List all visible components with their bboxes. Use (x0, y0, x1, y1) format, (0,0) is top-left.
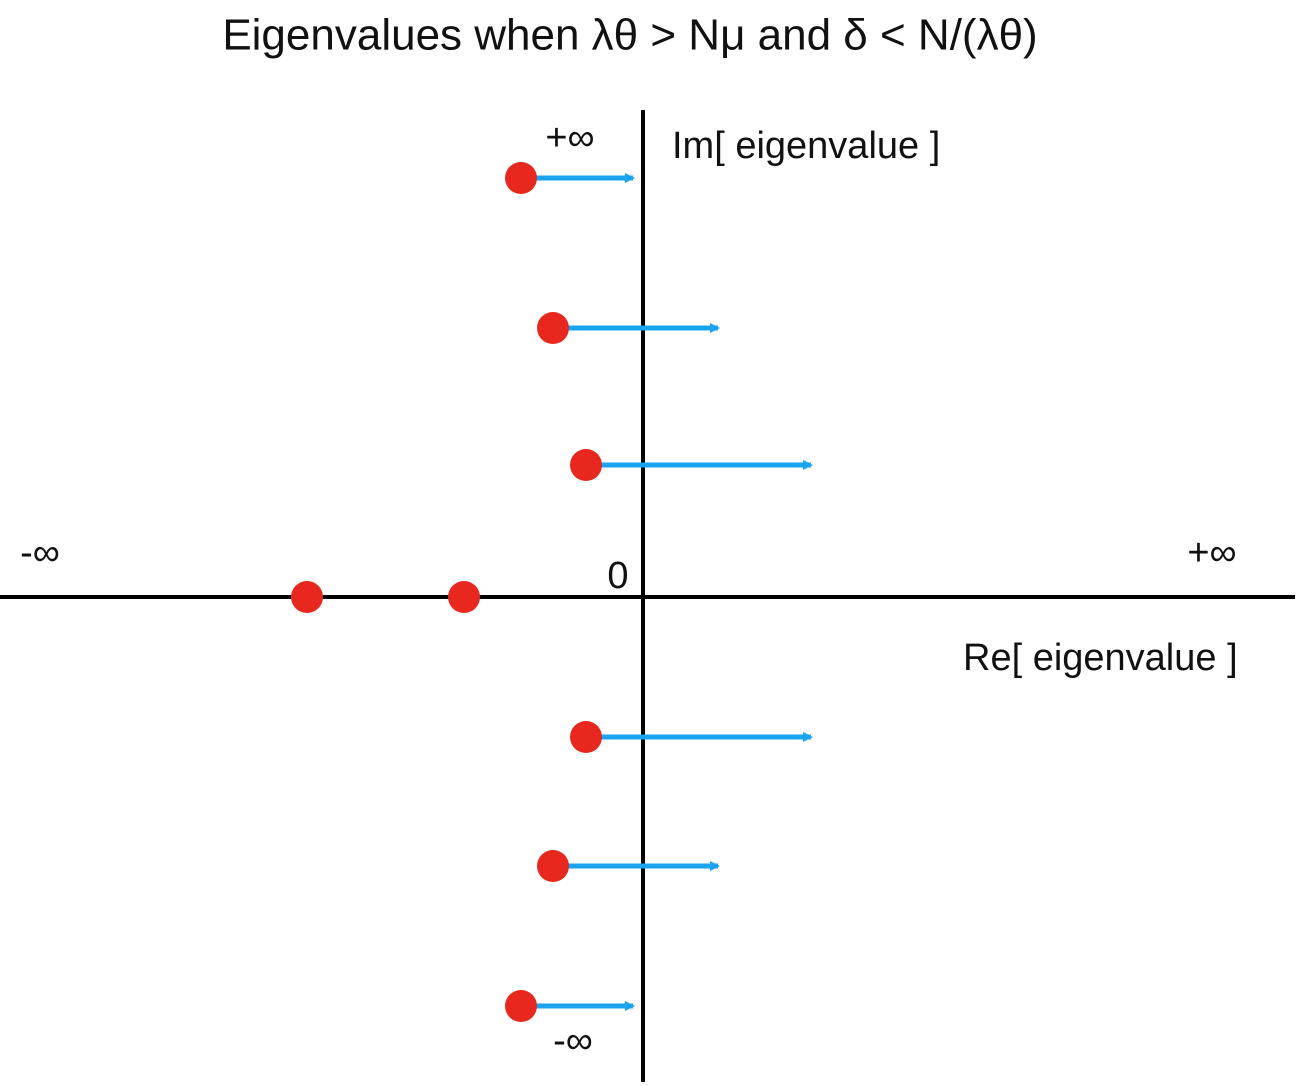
eigenvalue-dot (505, 162, 537, 194)
re-right-label: +∞ (1187, 532, 1236, 574)
re-axis-label: Re[ eigenvalue ] (963, 637, 1238, 679)
eigenvalue-dot (505, 990, 537, 1022)
eigenvalue-dot (570, 449, 602, 481)
eigenvalue-dot (570, 721, 602, 753)
im-bottom-label: -∞ (553, 1020, 593, 1062)
re-left-label: -∞ (20, 532, 60, 574)
im-axis-label: Im[ eigenvalue ] (672, 125, 940, 167)
arrows (521, 173, 813, 1011)
im-top-label: +∞ (545, 117, 594, 159)
eigenvalue-dot (448, 581, 480, 613)
title: Eigenvalues when λθ > Nμ and δ < N/(λθ) (222, 11, 1037, 60)
eigenvalues (291, 162, 602, 1022)
eigenvalue-dot (537, 312, 569, 344)
eigenvalue-dot (291, 581, 323, 613)
origin-label: 0 (607, 555, 628, 597)
eigenvalue-dot (537, 850, 569, 882)
